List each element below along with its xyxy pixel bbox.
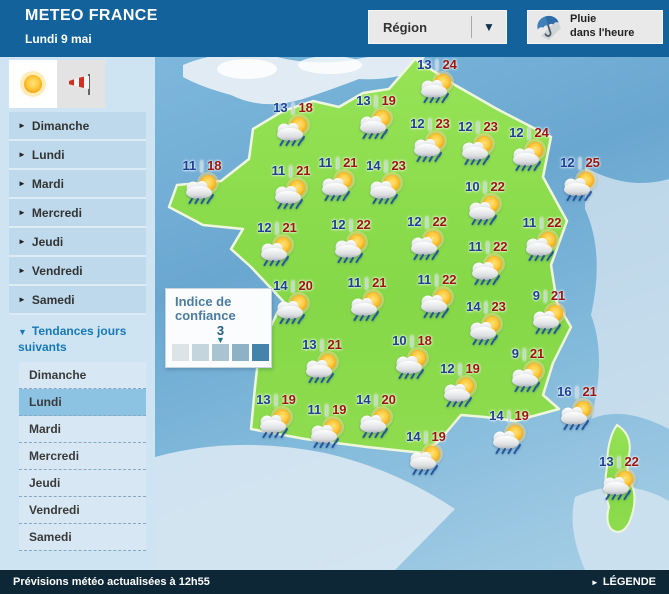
region-dropdown[interactable]: Région ▼ <box>368 10 507 44</box>
arrow-right-icon: ► <box>18 150 26 159</box>
forecast-date: Lundi 9 mai <box>25 32 92 46</box>
legend-button[interactable]: ► LÉGENDE <box>590 576 656 588</box>
sidebar-item-samedi[interactable]: ► Samedi <box>9 286 146 315</box>
arrow-down-icon: ▼ <box>18 327 27 337</box>
arrow-right-icon: ► <box>590 578 599 587</box>
sidebar-item-vendredi[interactable]: ► Vendredi <box>9 257 146 286</box>
confidence-marker: 3 ▼ <box>166 323 273 345</box>
sidebar-item-mercredi[interactable]: ► Mercredi <box>9 199 146 228</box>
divider <box>471 16 472 38</box>
trends-section-toggle[interactable]: ▼ Tendances jours suivants <box>18 324 127 354</box>
trends-item-samedi[interactable]: Samedi <box>19 524 146 552</box>
sun-icon <box>20 71 46 97</box>
confidence-scale-square <box>232 344 249 361</box>
chevron-down-icon[interactable]: ▼ <box>483 20 495 34</box>
arrow-right-icon: ► <box>18 121 26 130</box>
trends-item-mercredi[interactable]: Mercredi <box>19 443 146 471</box>
trends-item-mardi[interactable]: Mardi <box>19 416 146 444</box>
forecast-mode-tabs <box>0 57 155 108</box>
windsock-icon <box>69 74 90 95</box>
confidence-index-box: Indice de confiance 3 ▼ <box>165 288 272 368</box>
arrow-right-icon: ► <box>18 295 26 304</box>
page-title: METEO FRANCE <box>25 7 158 24</box>
rain-button-label: Pluie dans l'heure <box>570 13 635 39</box>
day-navigation: ► Dimanche ► Lundi ► Mardi ► Mercredi ► Jeudi… <box>9 112 146 315</box>
arrow-right-icon: ► <box>18 237 26 246</box>
sidebar-item-dimanche[interactable]: ► Dimanche <box>9 112 146 141</box>
confidence-scale-square <box>252 344 269 361</box>
trends-item-vendredi[interactable]: Vendredi <box>19 497 146 525</box>
sidebar-item-mardi[interactable]: ► Mardi <box>9 170 146 199</box>
footer: Prévisions météo actualisées à 12h55 ► LÉ… <box>0 570 669 594</box>
confidence-scale <box>172 344 269 361</box>
tab-weather[interactable] <box>9 60 57 108</box>
sidebar-item-lundi[interactable]: ► Lundi <box>9 141 146 170</box>
header: METEO FRANCE Lundi 9 mai Région ▼ Pluie <box>0 0 669 57</box>
rain-in-hour-button[interactable]: Pluie dans l'heure <box>527 10 663 44</box>
france-weather-map[interactable]: Indice de confiance 3 ▼ 13 | 24 13 | 18 13… <box>155 57 669 570</box>
arrow-right-icon: ► <box>18 266 26 275</box>
umbrella-icon <box>528 14 570 40</box>
arrow-down-icon: ▼ <box>216 335 225 345</box>
region-dropdown-label: Région <box>383 19 428 35</box>
confidence-scale-square <box>192 344 209 361</box>
confidence-title: Indice de confiance <box>175 294 236 324</box>
sidebar: ► Dimanche ► Lundi ► Mardi ► Mercredi ► Jeudi… <box>0 57 155 570</box>
trends-item-dimanche[interactable]: Dimanche <box>19 362 146 390</box>
arrow-right-icon: ► <box>18 208 26 217</box>
tab-wind[interactable] <box>57 60 105 108</box>
confidence-scale-square <box>172 344 189 361</box>
confidence-scale-square <box>212 344 229 361</box>
trends-item-lundi-selected[interactable]: Lundi <box>19 389 146 417</box>
arrow-right-icon: ► <box>18 179 26 188</box>
trends-day-list: Dimanche Lundi Mardi Mercredi Jeudi Vend… <box>19 362 146 552</box>
confidence-value: 3 <box>216 323 225 338</box>
sidebar-item-jeudi[interactable]: ► Jeudi <box>9 228 146 257</box>
update-status-text: Prévisions météo actualisées à 12h55 <box>13 576 210 588</box>
trends-item-jeudi[interactable]: Jeudi <box>19 470 146 498</box>
